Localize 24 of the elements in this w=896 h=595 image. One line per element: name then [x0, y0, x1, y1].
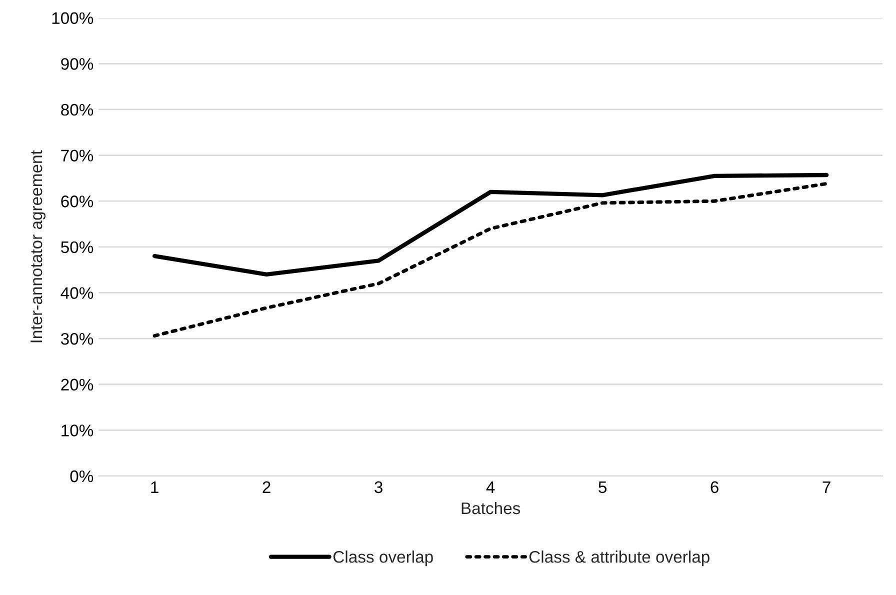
y-tick-label: 10%	[62, 424, 94, 436]
y-tick-label: 50%	[61, 241, 94, 254]
line-series	[152, 172, 829, 276]
x-tick-label: 5	[598, 481, 606, 494]
y-tick-label: 100%	[52, 12, 94, 24]
y-tick-label: 90%	[61, 58, 94, 70]
x-tick-label: 6	[710, 481, 718, 494]
y-tick-label: 80%	[61, 104, 94, 116]
x-tick-label: 3	[374, 481, 382, 494]
x-tick-label: 7	[822, 481, 830, 493]
legend-label: Class & attribute overlap	[529, 550, 710, 566]
y-tick-label: 0%	[70, 470, 94, 482]
legend-label: Class overlap	[333, 550, 433, 566]
y-tick-label: 70%	[61, 150, 94, 162]
y-tick-label: 20%	[61, 378, 94, 391]
x-tick-label: 2	[262, 481, 270, 493]
x-tick-label: 1	[151, 481, 158, 493]
x-axis-title: Batches	[462, 502, 520, 514]
x-tick-label: 4	[486, 481, 495, 493]
y-tick-label: 40%	[60, 287, 94, 299]
y-tick-label: 30%	[60, 332, 94, 345]
y-tick-label: 60%	[61, 196, 94, 208]
line-series	[152, 182, 828, 338]
y-axis-title: Inter-annotator agreement	[30, 150, 46, 342]
